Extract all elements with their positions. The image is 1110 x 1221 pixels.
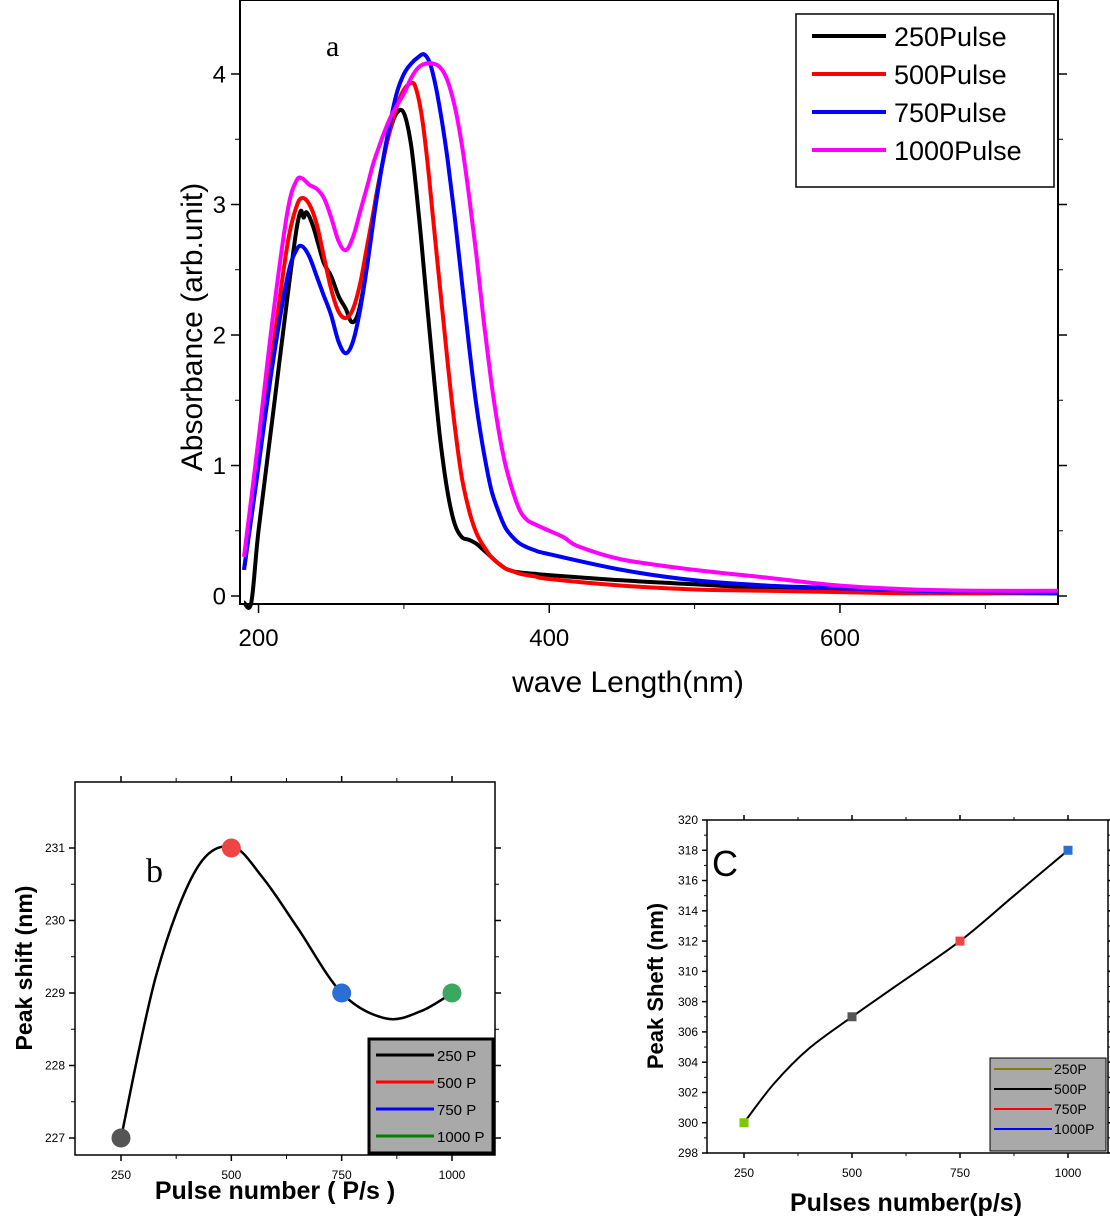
panel-b-label: b xyxy=(146,853,163,890)
panel-a-legend-label: 750Pulse xyxy=(894,98,1007,128)
panel-b-legend-label: 750 P xyxy=(437,1102,476,1119)
panel-b: 250 500 750 1000 227 228 229 230 231 b Pulse num… xyxy=(11,776,501,1205)
panel-b-y-axis-title: Peak shift (nm) xyxy=(11,886,37,1051)
panel-b-x-tick-label: 1000 xyxy=(439,1168,466,1182)
panel-a-series-line xyxy=(242,52,1059,596)
panel-b-legend: 250 P 500 P 750 P 1000 P xyxy=(367,1037,495,1155)
panel-b-legend-label: 1000 P xyxy=(437,1129,485,1146)
panel-c-x-tick-label: 250 xyxy=(734,1166,754,1180)
panel-a-x-tick-label: 200 xyxy=(239,625,279,652)
panel-c-y-tick-label: 314 xyxy=(678,904,698,918)
panel-c-x-axis-title: Pulses number(p/s) xyxy=(790,1189,1022,1217)
panel-b-data-point xyxy=(332,983,352,1003)
panel-c-curve-line xyxy=(743,849,1069,1124)
panel-c-data-point xyxy=(955,936,965,946)
panel-a-y-tick-label: 2 xyxy=(213,322,226,349)
panel-b-frame xyxy=(74,781,496,1156)
panel-b-y-tick-label: 228 xyxy=(45,1059,65,1073)
panel-b-ticks: 250 500 750 1000 227 228 229 230 231 xyxy=(45,776,501,1182)
panel-c-legend-label: 1000P xyxy=(1054,1121,1094,1137)
panel-c-y-tick-label: 304 xyxy=(678,1055,698,1069)
panel-c-y-tick-label: 320 xyxy=(678,813,698,827)
panel-b-x-axis-title: Pulse number ( P/s ) xyxy=(155,1177,395,1205)
panel-b-data-point xyxy=(221,838,241,858)
panel-c-y-tick-label: 310 xyxy=(678,965,698,979)
panel-a-y-axis-title: Absorbance (arb.unit) xyxy=(176,183,209,472)
panel-c-data-point xyxy=(1063,845,1073,855)
panel-a-series-lines xyxy=(242,52,1059,610)
panel-a-x-tick-label: 600 xyxy=(820,625,860,652)
panel-c-label: C xyxy=(712,843,738,884)
panel-c: 250 500 750 1000 298 300 302 304 306 308 310 312 314… xyxy=(643,813,1110,1217)
panel-b-x-tick-label: 750 xyxy=(332,1168,352,1182)
panel-c-legend-label: 250P xyxy=(1054,1061,1087,1077)
panel-c-y-tick-label: 300 xyxy=(678,1116,698,1130)
panel-c-curve xyxy=(743,849,1069,1124)
panel-b-data-point xyxy=(111,1128,131,1148)
panel-b-legend-label: 500 P xyxy=(437,1075,476,1092)
panel-c-y-tick-label: 316 xyxy=(678,874,698,888)
panel-a-y-tick-label: 1 xyxy=(213,453,226,480)
panel-c-legend-label: 500P xyxy=(1054,1081,1087,1097)
panel-a-legend-label: 250Pulse xyxy=(894,22,1007,52)
panel-a-series-line xyxy=(242,107,1058,610)
panel-b-curve-line xyxy=(119,845,453,1139)
panel-c-data-point xyxy=(739,1118,749,1128)
panel-c-data-point xyxy=(847,1012,857,1022)
panel-c-ticks: 250 500 750 1000 298 300 302 304 306 308 310 312 314… xyxy=(678,813,1110,1180)
panel-a-legend-box xyxy=(795,13,1055,188)
panel-c-x-tick-label: 750 xyxy=(950,1166,970,1180)
panel-b-x-tick-label: 500 xyxy=(221,1168,241,1182)
panel-c-y-tick-label: 318 xyxy=(678,843,698,857)
panel-b-y-tick-label: 229 xyxy=(45,986,65,1000)
panel-a-legend: 250Pulse 500Pulse 750Pulse 1000Pulse xyxy=(795,13,1055,188)
panel-a-frame xyxy=(239,0,1059,605)
panel-b-x-tick-label: 250 xyxy=(111,1168,131,1182)
panel-a-x-tick-label: 400 xyxy=(529,625,569,652)
panel-c-y-tick-label: 306 xyxy=(678,1025,698,1039)
panel-a-series-line xyxy=(242,61,1059,593)
panel-b-y-tick-label: 230 xyxy=(45,914,65,928)
panel-c-y-axis-title: Peak Sheft (nm) xyxy=(643,903,668,1069)
panel-b-legend-box xyxy=(367,1037,495,1155)
panel-b-data-point xyxy=(442,983,462,1003)
panel-b-y-tick-label: 227 xyxy=(45,1131,65,1145)
panel-b-y-tick-label: 231 xyxy=(45,841,65,855)
panel-b-curve xyxy=(119,845,453,1139)
panel-a-y-tick-label: 3 xyxy=(213,192,226,219)
panel-c-y-tick-label: 302 xyxy=(678,1086,698,1100)
panel-c-x-tick-label: 500 xyxy=(842,1166,862,1180)
panel-c-y-tick-label: 298 xyxy=(678,1146,698,1160)
panel-a-x-axis-title: wave Length(nm) xyxy=(511,666,744,699)
panel-a-label: a xyxy=(326,30,339,63)
panel-c-points xyxy=(739,845,1073,1128)
panel-a-ticks: 200 400 600 0 1 2 3 4 xyxy=(213,61,1067,652)
panel-b-legend-label: 250 P xyxy=(437,1048,476,1065)
panel-c-x-tick-label: 1000 xyxy=(1055,1166,1082,1180)
panel-c-legend: 250P 500P 750P 1000P xyxy=(989,1057,1107,1152)
panel-a-legend-label: 500Pulse xyxy=(894,60,1007,90)
panel-c-y-tick-label: 312 xyxy=(678,934,698,948)
panel-a-legend-label: 1000Pulse xyxy=(894,136,1022,166)
panel-a: 200 400 600 0 1 2 3 4 a wave Length(nm) Absorba… xyxy=(176,0,1067,699)
panel-a-series-line xyxy=(242,80,1058,596)
panel-c-y-tick-label: 308 xyxy=(678,995,698,1009)
panel-c-legend-box xyxy=(989,1057,1107,1152)
panel-a-y-tick-label: 0 xyxy=(213,583,226,610)
panel-b-points xyxy=(111,838,462,1148)
panel-c-legend-label: 750P xyxy=(1054,1101,1087,1117)
panel-a-y-tick-label: 4 xyxy=(213,61,226,88)
